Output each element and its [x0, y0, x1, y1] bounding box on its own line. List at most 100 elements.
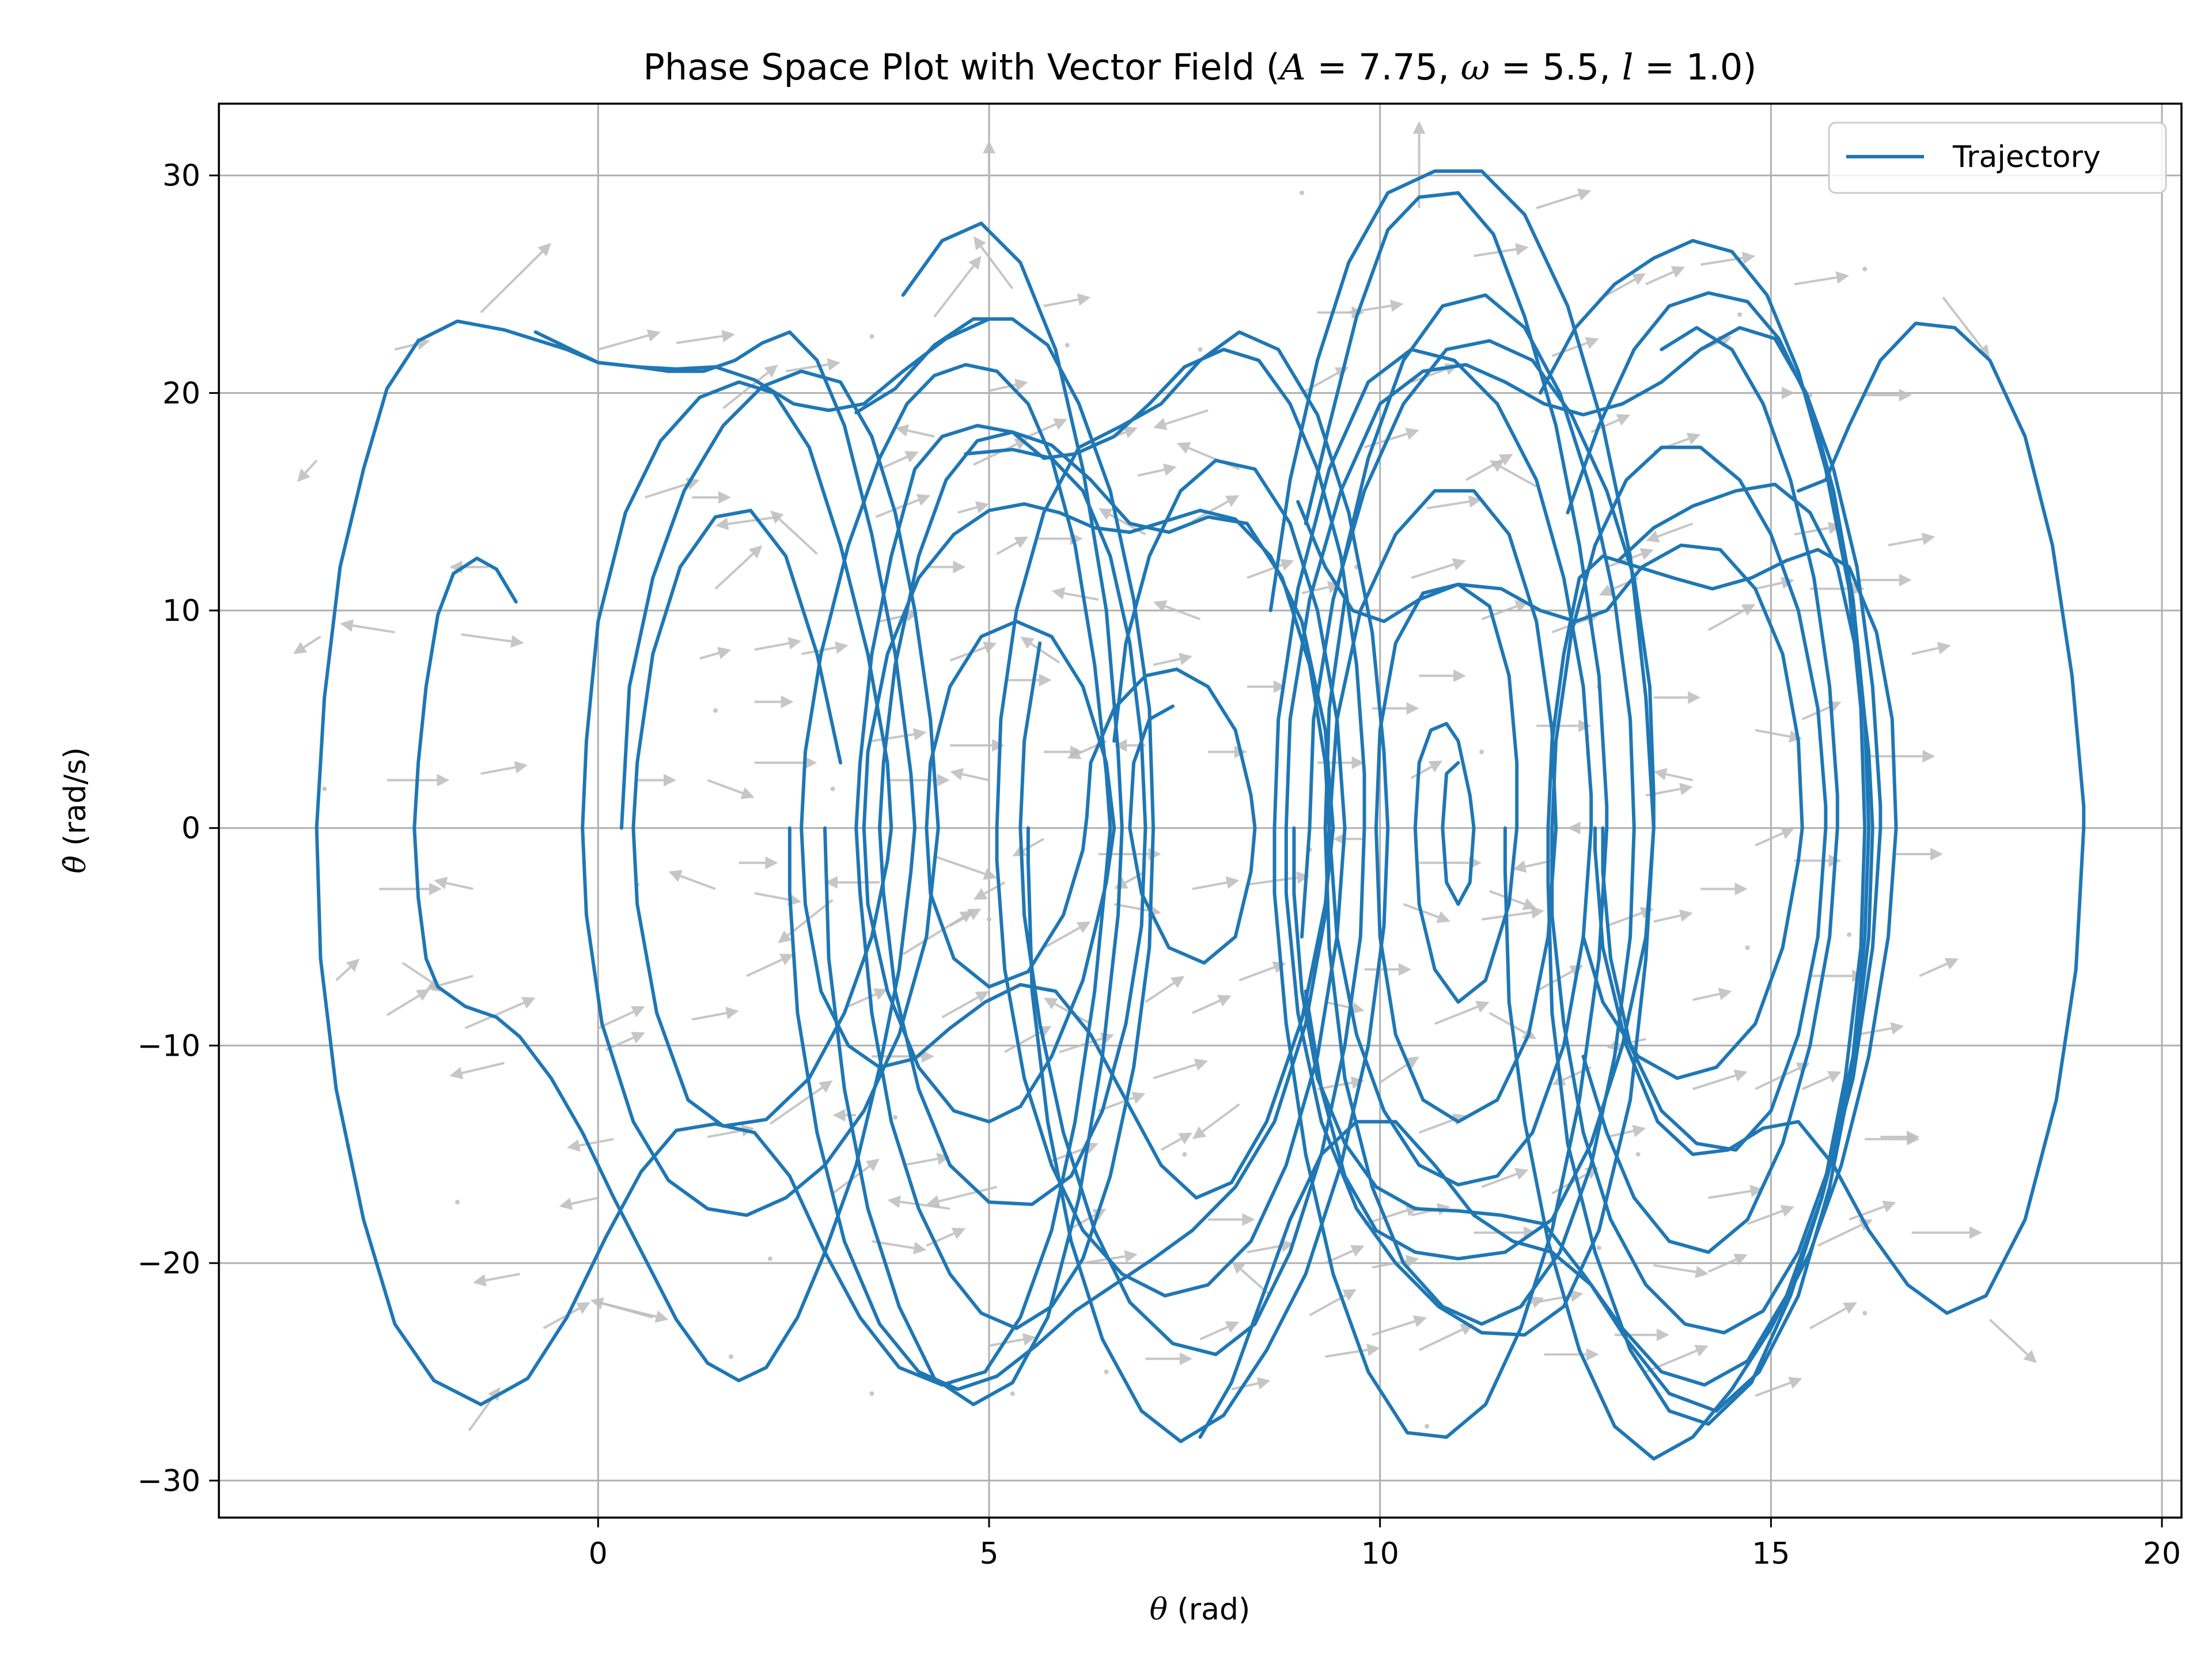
trajectory-line	[533, 317, 991, 412]
vector-arrow	[340, 619, 395, 634]
vector-arrow	[322, 786, 327, 791]
vector-arrow	[1411, 558, 1467, 579]
vector-arrow	[1857, 574, 1912, 587]
y-axis-label-unit: (rad/s)	[58, 747, 93, 855]
title-prefix: Phase Space Plot with Vector Field (	[643, 46, 1280, 88]
vector-arrow	[1606, 1124, 1646, 1138]
vector-arrow	[1849, 1200, 1896, 1221]
vector-arrow	[1153, 600, 1201, 621]
vector-arrow	[1919, 958, 1959, 977]
vector-arrow	[449, 1061, 505, 1079]
vector-arrow	[729, 1354, 734, 1359]
vector-arrow	[1551, 337, 1599, 357]
vector-arrow	[1199, 1321, 1240, 1341]
vector-arrow	[1419, 669, 1467, 682]
vector-arrow	[801, 641, 849, 655]
trajectory-line	[1550, 291, 1871, 1334]
vector-arrow	[1474, 242, 1529, 257]
vector-arrow	[713, 708, 718, 713]
vector-arrow	[1801, 1071, 1842, 1090]
trajectory-line	[1272, 191, 1609, 1439]
vector-arrow	[933, 256, 982, 318]
trajectory-line	[1593, 321, 2086, 1315]
vector-arrow	[769, 1080, 833, 1125]
vector-arrow	[335, 958, 360, 981]
y-tick-label: −10	[137, 1029, 200, 1063]
vector-arrow	[1606, 548, 1654, 568]
vector-arrow	[950, 768, 990, 782]
vector-arrow	[1104, 1369, 1109, 1374]
trajectory-line	[823, 221, 1124, 1406]
vector-arrow	[770, 510, 818, 555]
trajectory-line	[1296, 500, 1804, 1080]
vector-arrow	[1755, 827, 1795, 847]
vector-arrow	[1192, 1103, 1240, 1139]
x-axis-ticks: 0 5 10 15 20	[589, 1518, 2181, 1571]
y-tick-label: 10	[162, 594, 200, 628]
vector-arrow	[1028, 418, 1067, 438]
vector-arrow	[1247, 680, 1286, 693]
vector-arrow	[637, 773, 677, 787]
vector-arrow	[1247, 871, 1310, 886]
y-tick-label: 0	[181, 811, 200, 846]
vector-arrow	[973, 236, 1014, 290]
legend-box	[1828, 122, 2167, 194]
vector-arrow	[597, 329, 661, 351]
vector-arrow	[767, 1256, 772, 1261]
title-l-eq: = 1.0)	[1633, 46, 1756, 88]
vector-arrow	[1708, 1185, 1763, 1199]
vector-arrow	[1653, 691, 1701, 704]
trajectory-line	[787, 430, 1331, 1391]
vector-arrow	[1692, 1069, 1748, 1090]
vector-arrow	[1862, 267, 1868, 272]
vector-arrow	[830, 786, 835, 791]
vector-arrow	[668, 870, 716, 890]
vector-arrow	[754, 756, 817, 769]
vector-arrow	[1153, 1059, 1209, 1079]
vector-arrow	[1747, 386, 1795, 400]
vector-arrow	[996, 536, 1028, 555]
vector-arrow	[879, 451, 919, 471]
vector-arrow	[1425, 1424, 1430, 1429]
vector-arrow	[1747, 1205, 1795, 1225]
vector-arrow	[293, 635, 321, 654]
vector-arrow	[386, 989, 430, 1017]
vector-arrow	[1645, 1344, 1709, 1373]
vector-arrow	[973, 881, 1006, 900]
vector-arrow	[988, 1333, 1036, 1347]
vector-arrow	[1596, 1245, 1601, 1250]
vector-arrow	[987, 917, 992, 922]
vector-arrow	[1942, 296, 1990, 358]
vector-arrow	[707, 779, 755, 799]
trajectory-line	[1503, 238, 1898, 1461]
vector-arrow	[1911, 642, 1951, 655]
vector-arrow	[379, 882, 442, 896]
trajectory-line	[1581, 326, 1839, 1254]
vector-arrow	[1198, 347, 1203, 352]
trajectory-line	[1300, 339, 1656, 1261]
vector-arrow	[1192, 876, 1240, 890]
vector-arrow	[543, 1302, 590, 1330]
vector-arrow	[1737, 312, 1743, 317]
x-tick-label: 10	[1361, 1537, 1399, 1571]
vector-arrow	[1411, 760, 1443, 779]
title-l-var: l	[1622, 46, 1634, 88]
vector-arrow	[1707, 604, 1756, 631]
vector-arrow	[1489, 460, 1537, 488]
vector-arrow	[738, 856, 778, 870]
vector-arrow	[1635, 1152, 1641, 1157]
legend: Trajectory	[1828, 122, 2167, 194]
vector-arrow	[1325, 1000, 1365, 1014]
vector-arrow	[1137, 463, 1177, 477]
vector-arrow	[1707, 1253, 1748, 1273]
vector-arrow	[1809, 1302, 1857, 1330]
x-tick-label: 15	[1752, 1537, 1790, 1571]
vector-arrow	[1794, 271, 1850, 286]
vector-arrow	[559, 1196, 599, 1210]
vector-arrow	[1051, 587, 1099, 601]
vector-arrow	[1653, 768, 1694, 782]
y-axis-ticks: −30 −20 −10 0 10 20 30	[137, 159, 219, 1499]
x-tick-label: 0	[589, 1537, 608, 1571]
trajectory-line	[854, 317, 1366, 1356]
